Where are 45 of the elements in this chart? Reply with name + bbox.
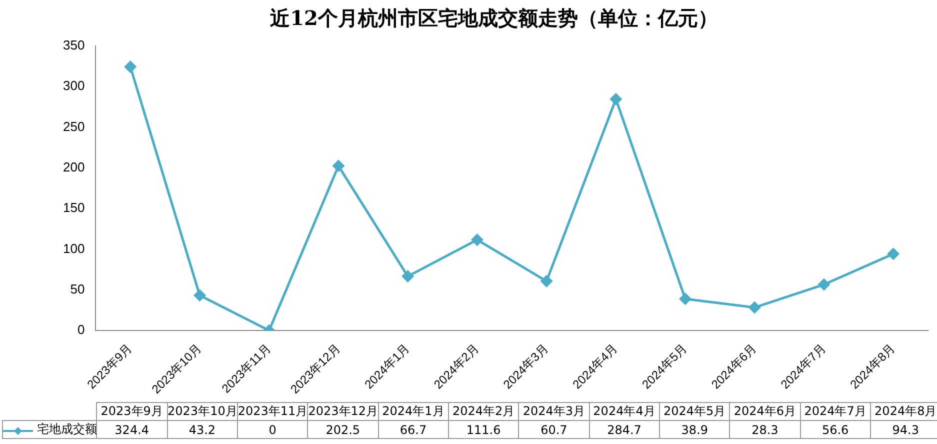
category-label: 2023年9月 — [100, 404, 163, 418]
y-tick-label: 200 — [62, 160, 85, 175]
category-label: 2023年11月 — [238, 404, 308, 418]
data-label: 202.5 — [308, 420, 378, 438]
data-label: 94.3 — [870, 420, 937, 438]
category-label: 2023年10月 — [168, 404, 238, 418]
category-label: 2024年6月 — [734, 404, 796, 418]
point — [471, 234, 483, 246]
y-tick-label: 250 — [62, 118, 85, 134]
point — [679, 293, 691, 305]
y-tick-label: 300 — [62, 78, 85, 94]
data-label: 284.7 — [589, 420, 660, 438]
chart-title: 近12个月杭州市区宅地成交额走势（单位：亿元） — [269, 6, 718, 30]
point — [610, 93, 622, 105]
data-label: 0 — [237, 420, 308, 438]
data-label: 56.6 — [800, 420, 870, 438]
category-label: 2024年2月 — [452, 404, 515, 418]
y-tick-label: 100 — [62, 240, 85, 256]
data-label: 111.6 — [448, 420, 519, 438]
category-label: 2024年4月 — [593, 404, 656, 418]
data-label: 60.7 — [518, 420, 590, 438]
data-label: 66.7 — [378, 420, 448, 438]
y-tick-label: 50 — [70, 281, 85, 296]
point — [194, 290, 206, 302]
data-label: 324.4 — [96, 420, 168, 438]
data-label: 43.2 — [167, 420, 238, 438]
y-tick-label: 150 — [62, 200, 85, 216]
data-label: 38.9 — [659, 420, 730, 438]
category-label: 2024年7月 — [804, 404, 866, 418]
point — [402, 270, 414, 282]
category-label: 2024年8月 — [874, 404, 937, 418]
point — [332, 160, 344, 172]
point — [888, 248, 900, 260]
point — [124, 61, 136, 73]
legend-label: 宅地成交额 — [2, 420, 97, 438]
point — [748, 302, 760, 314]
y-tick-label: 0 — [77, 322, 85, 338]
point — [540, 275, 552, 287]
category-label: 2024年1月 — [382, 404, 444, 418]
y-tick-label: 350 — [62, 38, 85, 53]
data-label: 28.3 — [730, 420, 800, 438]
category-label: 2023年12月 — [308, 404, 378, 418]
category-label: 2024年3月 — [522, 404, 586, 418]
category-label: 2024年5月 — [664, 404, 726, 418]
point — [818, 278, 830, 290]
